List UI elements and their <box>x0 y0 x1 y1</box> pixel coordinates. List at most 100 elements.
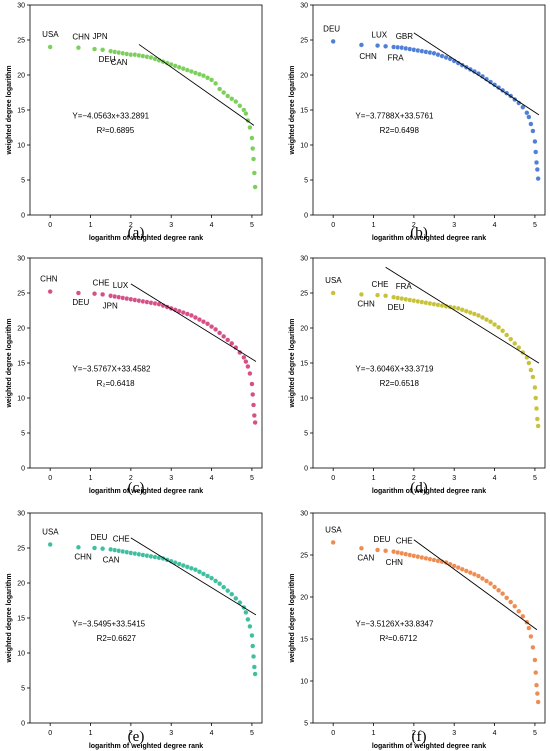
data-point <box>530 374 536 380</box>
chart-panel: 0 1 2 3 4 5 0 5 10 15 20 25 30 logarithm of weighted … <box>6 256 263 496</box>
panel-caption: (d) <box>410 480 428 496</box>
y-tick-label: 0 <box>21 466 25 473</box>
country-label: DEU <box>323 24 340 33</box>
regression-line <box>130 537 257 616</box>
data-point <box>534 416 540 422</box>
data-point <box>196 569 203 575</box>
data-point <box>533 159 540 166</box>
data-point <box>532 657 538 663</box>
x-axis-label: logarithm of weighted degree rank <box>89 488 203 495</box>
y-tick-label: 15 <box>300 637 308 644</box>
plot-frame <box>29 4 263 216</box>
data-point <box>251 170 257 176</box>
x-tick-label: 1 <box>89 475 93 482</box>
country-label: LUX <box>372 31 388 40</box>
data-point <box>383 43 389 49</box>
y-tick-label: 15 <box>17 108 25 115</box>
x-axis-label: logarithm of weighted degree rank <box>89 743 203 750</box>
panel-caption: (f) <box>412 729 427 745</box>
x-tick-label: 4 <box>210 475 214 482</box>
data-point <box>535 423 541 429</box>
plot-frame <box>312 4 546 216</box>
data-point <box>526 625 532 631</box>
data-point <box>208 324 215 330</box>
data-point <box>243 609 249 616</box>
data-point <box>251 664 257 670</box>
country-label: USA <box>325 525 342 534</box>
data-point <box>358 42 365 48</box>
r-squared: R2=0.6518 <box>380 379 420 388</box>
y-tick-label: 15 <box>17 361 25 368</box>
data-point <box>243 359 249 365</box>
regression-equation: Y=−3.7788X+33.5761 <box>355 111 434 120</box>
y-tick-label: 0 <box>304 213 308 220</box>
y-tick-label: 10 <box>17 651 25 658</box>
chart-panel: 0 1 2 3 4 5 0 5 10 15 20 25 30 logarithm of weighted … <box>289 3 546 242</box>
data-point <box>250 391 256 398</box>
data-point <box>200 571 207 577</box>
x-tick-label: 4 <box>493 222 497 229</box>
chart-panel: 0 1 2 3 4 5 0 5 10 15 20 25 30 logarithm of weighted … <box>6 511 263 750</box>
data-point <box>91 545 98 551</box>
data-point <box>508 336 514 342</box>
data-point <box>250 402 257 408</box>
country-label: JPN <box>103 301 118 310</box>
data-point <box>245 363 251 370</box>
y-tick-label: 5 <box>21 178 25 185</box>
data-point <box>237 103 243 109</box>
data-point <box>213 80 219 87</box>
data-point <box>483 317 490 323</box>
data-point <box>358 545 365 551</box>
y-tick-label: 5 <box>304 721 308 728</box>
data-point <box>208 575 215 581</box>
data-point <box>247 623 253 630</box>
country-label: CAN <box>357 553 374 562</box>
data-point <box>252 671 258 677</box>
country-label: JPN <box>93 32 108 41</box>
x-axis-label: logarithm of weighted degree rank <box>372 488 486 495</box>
y-tick-label: 15 <box>300 361 308 368</box>
data-point <box>221 89 227 96</box>
data-point <box>217 86 223 92</box>
x-tick-label: 0 <box>331 730 335 737</box>
data-point <box>213 326 219 333</box>
data-point <box>204 75 211 81</box>
regression-line <box>413 539 538 631</box>
data-point <box>229 96 235 102</box>
r-squared: R²=0.6895 <box>97 126 135 135</box>
country-label: CHN <box>74 552 92 561</box>
y-tick-label: 25 <box>17 291 25 298</box>
y-tick-label: 25 <box>300 553 308 560</box>
y-tick-label: 0 <box>21 213 25 220</box>
panel-caption: (c) <box>128 480 145 496</box>
x-tick-label: 5 <box>250 475 254 482</box>
data-point <box>330 539 336 546</box>
x-tick-label: 0 <box>331 475 335 482</box>
panel-caption: (b) <box>410 225 428 241</box>
data-point <box>533 395 539 401</box>
data-point <box>330 290 336 296</box>
data-point <box>196 317 203 323</box>
y-tick-label: 15 <box>300 108 308 115</box>
x-tick-label: 4 <box>493 475 497 482</box>
y-tick-label: 30 <box>17 511 25 518</box>
data-point <box>330 38 336 45</box>
country-label: CHN <box>359 52 377 61</box>
data-point <box>530 644 536 651</box>
data-point <box>225 588 231 594</box>
data-point <box>91 46 98 52</box>
x-tick-label: 5 <box>250 730 254 737</box>
y-tick-label: 0 <box>304 466 308 473</box>
x-tick-label: 0 <box>48 222 52 229</box>
data-point <box>374 292 381 298</box>
x-tick-label: 1 <box>89 222 93 229</box>
y-tick-label: 20 <box>17 581 25 588</box>
data-point <box>496 324 502 330</box>
y-tick-label: 5 <box>21 431 25 438</box>
y-tick-label: 10 <box>17 143 25 150</box>
regression-equation: Y=−3.5126X+33.8347 <box>355 619 434 628</box>
country-label: CHE <box>113 534 130 543</box>
y-tick-label: 0 <box>21 721 25 728</box>
country-label: USA <box>325 276 342 285</box>
data-point <box>533 669 539 676</box>
